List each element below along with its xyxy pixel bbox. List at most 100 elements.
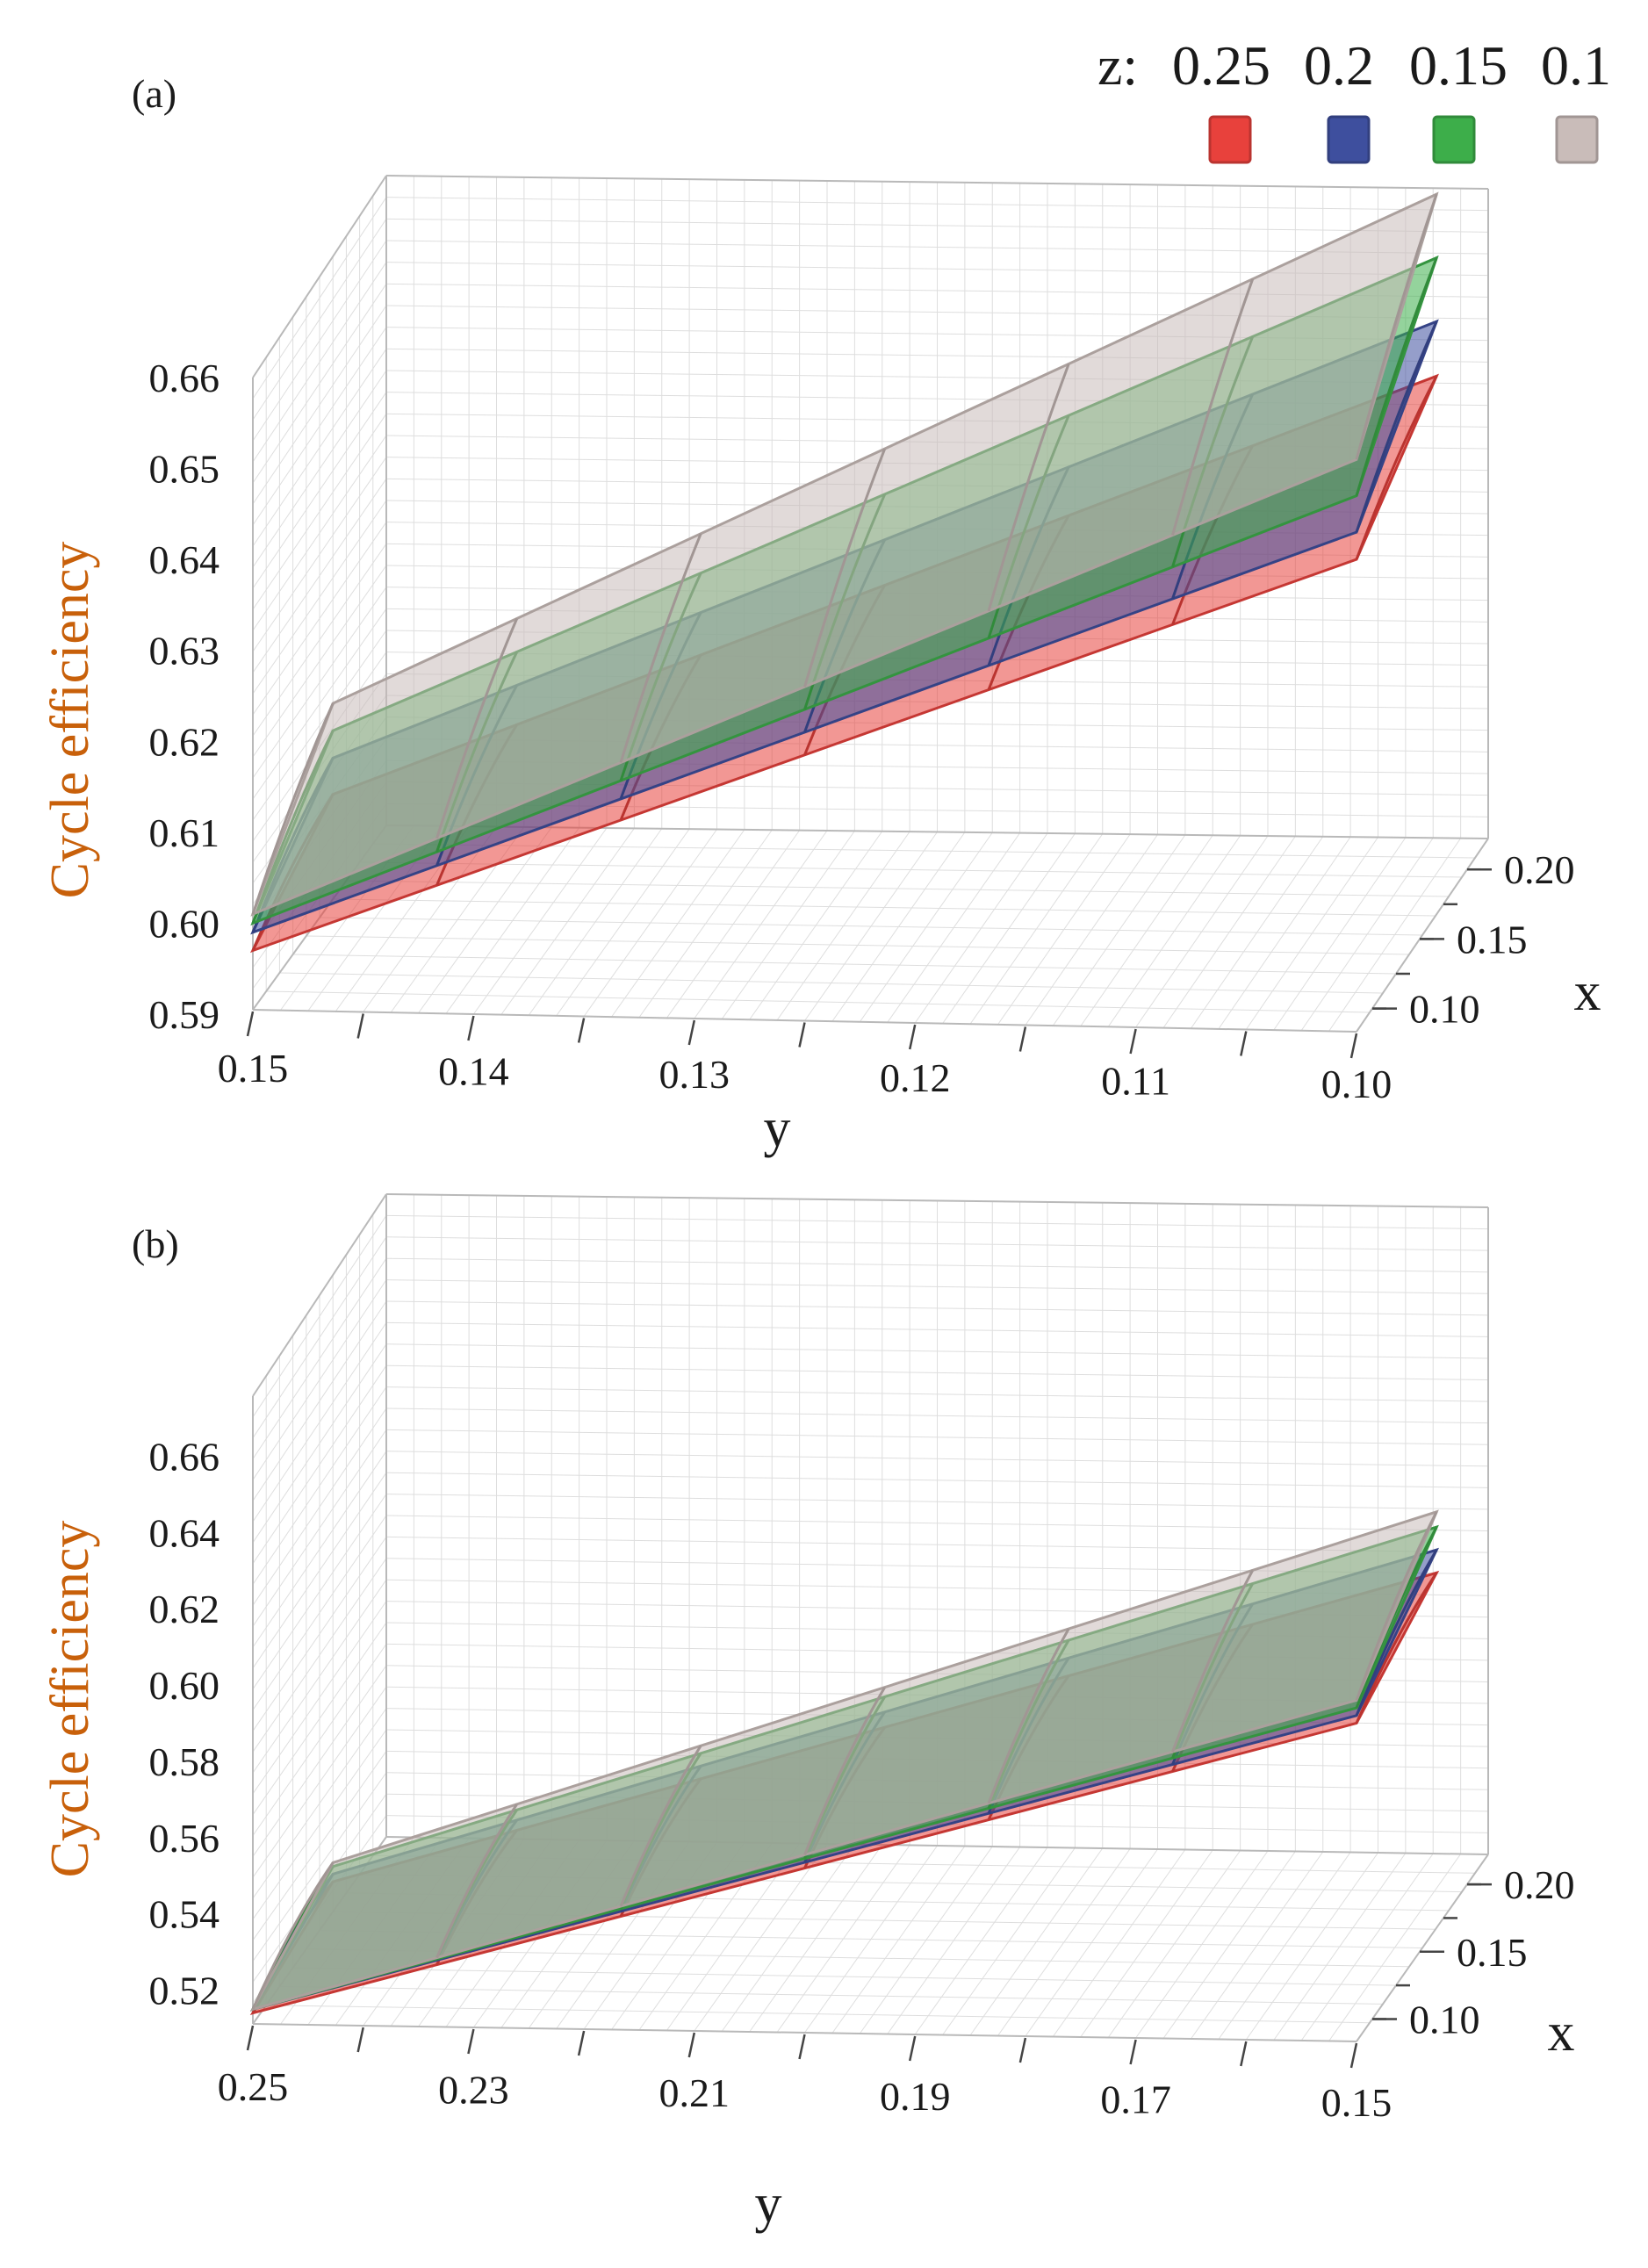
legend-label-0.2: 0.2 bbox=[1304, 34, 1374, 97]
front-tick-label: 0.19 bbox=[880, 2074, 951, 2119]
front-tick-mark bbox=[1018, 1026, 1027, 1052]
grid-line bbox=[319, 917, 1423, 936]
vertical-tick-label: 0.56 bbox=[149, 1816, 220, 1861]
grid-line bbox=[385, 1408, 1489, 1424]
grid-line bbox=[346, 880, 1450, 897]
surface-rib bbox=[619, 1745, 702, 1907]
grid-line bbox=[279, 1985, 1384, 2005]
box-edge bbox=[252, 1009, 1357, 1033]
front-tick-label: 0.11 bbox=[1101, 1058, 1170, 1103]
surface-rib bbox=[987, 363, 1070, 612]
grid-line bbox=[359, 861, 1463, 878]
grid-line bbox=[385, 1386, 1489, 1402]
front-tick-label: 0.17 bbox=[1100, 2077, 1171, 2121]
front-axis: 0.15 0.14 0.13 0.12 0.11 0.10 bbox=[218, 1011, 1392, 1106]
front-axis: 0.25 0.23 0.21 0.19 0.17 0.15 bbox=[218, 2025, 1392, 2125]
grid-line bbox=[385, 1214, 1489, 1230]
surface-z=0.1 bbox=[249, 1509, 1439, 2012]
legend-title: z: bbox=[1097, 34, 1138, 97]
vertical-tick-label: 0.63 bbox=[149, 629, 220, 673]
vertical-axis-title-a: Cycle efficiency bbox=[40, 542, 100, 899]
grid-line bbox=[385, 1321, 1489, 1337]
vertical-tick-label: 0.65 bbox=[149, 447, 220, 492]
depth-tick-label: 0.20 bbox=[1504, 847, 1575, 892]
depth-axis: 0.10 0.15 0.20 bbox=[1372, 1862, 1575, 2041]
front-tick-label: 0.23 bbox=[438, 2068, 509, 2113]
legend-swatch-0.15 bbox=[1432, 115, 1476, 164]
vertical-tick-label: 0.62 bbox=[149, 1587, 220, 1631]
panel-b: 0.66 0.64 0.62 0.60 0.58 0.56 0.54 0.52 0.25 0.23… bbox=[40, 1193, 1575, 2234]
depth-axis: 0.10 0.15 0.20 bbox=[1372, 847, 1575, 1032]
grid-line bbox=[385, 240, 1489, 255]
surface-rib bbox=[1355, 375, 1438, 560]
panel-label-b: (b) bbox=[132, 1221, 179, 1266]
grid-line bbox=[372, 843, 1476, 859]
legend: z: 0.25 0.2 0.15 0.1 bbox=[1097, 34, 1611, 164]
surface-z=0.1 bbox=[250, 191, 1439, 917]
vertical-axis-title-b: Cycle efficiency bbox=[40, 1521, 100, 1878]
vertical-tick-label: 0.59 bbox=[149, 992, 220, 1037]
surface-rib bbox=[1355, 1572, 1438, 1724]
front-tick-mark bbox=[908, 1024, 917, 1050]
box-edge bbox=[1356, 838, 1489, 1033]
surface-rib bbox=[1355, 193, 1438, 460]
plot-area: 0.66 0.64 0.62 0.60 0.58 0.56 0.54 0.52 0.25 0.23… bbox=[149, 1193, 1575, 2125]
surface-rib bbox=[803, 1686, 886, 1855]
grid-line bbox=[306, 935, 1410, 955]
surface-rib bbox=[251, 1861, 335, 2010]
box-edge bbox=[252, 2023, 1357, 2042]
grid-line bbox=[385, 1472, 1489, 1488]
vertical-tick-label: 0.64 bbox=[149, 537, 220, 582]
front-tick-mark bbox=[798, 1022, 806, 1048]
front-tick-mark bbox=[577, 2030, 586, 2056]
front-axis-title-a: y bbox=[764, 1098, 791, 1158]
grid-line bbox=[266, 2005, 1371, 2024]
grid-line bbox=[385, 1494, 1489, 1510]
front-tick-mark bbox=[577, 1018, 586, 1043]
grid-line bbox=[385, 1536, 1489, 1553]
vertical-tick-label: 0.66 bbox=[149, 1434, 220, 1479]
grid-line bbox=[385, 1300, 1489, 1316]
legend-label-0.25: 0.25 bbox=[1172, 34, 1270, 97]
front-tick-mark bbox=[246, 1011, 255, 1037]
vertical-tick-label: 0.60 bbox=[149, 1663, 220, 1708]
legend-label-0.15: 0.15 bbox=[1409, 34, 1508, 97]
surface-rib bbox=[435, 1803, 518, 1959]
front-tick-label: 0.25 bbox=[218, 2064, 289, 2109]
depth-tick-label: 0.15 bbox=[1457, 1930, 1528, 1975]
depth-axis-title-b: x bbox=[1548, 2003, 1575, 2063]
legend-swatch-0.2 bbox=[1327, 115, 1371, 164]
surface-rib bbox=[1355, 1511, 1438, 1701]
front-axis-title-b: y bbox=[755, 2174, 782, 2234]
vertical-tick-label: 0.66 bbox=[149, 356, 220, 400]
front-tick-mark bbox=[908, 2035, 917, 2062]
front-tick-mark bbox=[1349, 2042, 1358, 2069]
front-tick-label: 0.21 bbox=[659, 2070, 730, 2115]
front-tick-mark bbox=[356, 1013, 364, 1039]
grid-line bbox=[385, 1451, 1489, 1467]
floor-grid bbox=[252, 824, 1489, 1033]
surface-rib bbox=[1355, 257, 1438, 497]
front-tick-mark bbox=[467, 1015, 475, 1041]
front-tick-mark bbox=[1129, 2039, 1137, 2065]
grid-line bbox=[292, 954, 1397, 975]
depth-axis-title-a: x bbox=[1574, 962, 1601, 1022]
vertical-axis: 0.66 0.64 0.62 0.60 0.58 0.56 0.54 0.52 bbox=[149, 1434, 220, 2012]
depth-tick-label: 0.20 bbox=[1504, 1862, 1575, 1907]
front-tick-mark bbox=[798, 2034, 806, 2060]
surface-rib bbox=[619, 533, 702, 763]
box-edge bbox=[252, 175, 387, 378]
front-tick-label: 0.13 bbox=[659, 1052, 730, 1097]
box-edge bbox=[252, 1193, 387, 1397]
depth-tick-label: 0.15 bbox=[1457, 917, 1528, 961]
front-tick-mark bbox=[356, 2027, 364, 2053]
vertical-tick-label: 0.54 bbox=[149, 1892, 220, 1937]
front-tick-mark bbox=[467, 2028, 475, 2055]
grid-line bbox=[385, 1343, 1489, 1359]
legend-swatch-0.1 bbox=[1555, 115, 1599, 164]
panel-a: 0.66 0.65 0.64 0.63 0.62 0.61 0.60 0.59 0.15 0.14… bbox=[40, 71, 1601, 1158]
vertical-tick-label: 0.58 bbox=[149, 1739, 220, 1784]
grid-line bbox=[279, 972, 1384, 994]
grid-line bbox=[385, 1429, 1489, 1445]
vertical-axis: 0.66 0.65 0.64 0.63 0.62 0.61 0.60 0.59 bbox=[149, 356, 220, 1037]
